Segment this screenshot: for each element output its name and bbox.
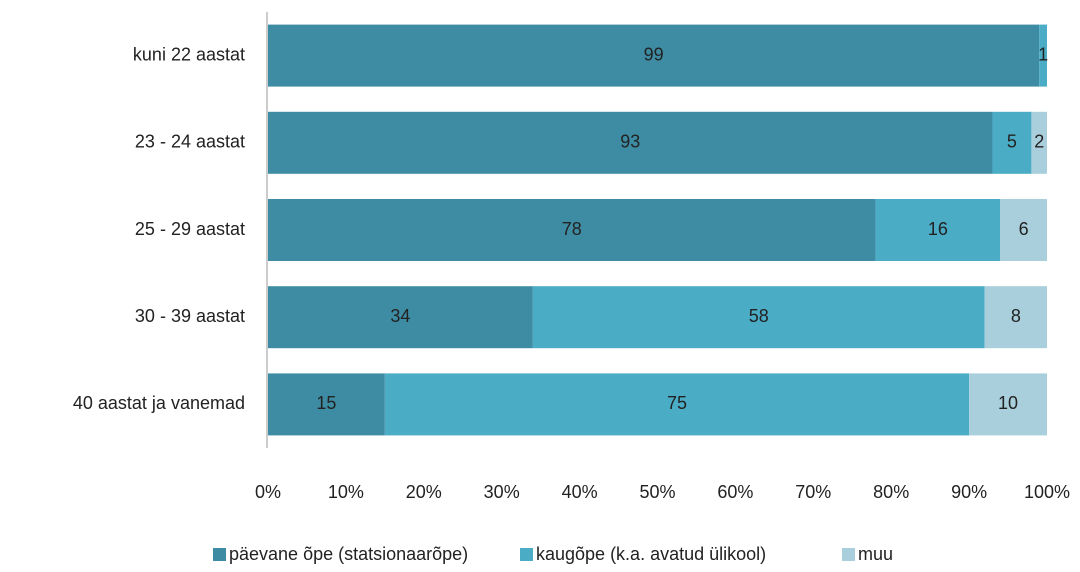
legend-swatch <box>520 548 533 561</box>
y-tick-label: 25 - 29 aastat <box>135 219 245 239</box>
data-label: 5 <box>1007 132 1017 152</box>
x-tick-label: 40% <box>562 482 598 502</box>
bar-segment <box>268 24 1040 87</box>
bar-segment <box>984 286 1047 349</box>
y-tick-label: kuni 22 aastat <box>133 44 245 64</box>
data-label: 15 <box>316 393 336 413</box>
data-label: 99 <box>644 44 664 64</box>
x-tick-label: 50% <box>639 482 675 502</box>
x-tick-label: 90% <box>951 482 987 502</box>
data-label: 2 <box>1034 132 1044 152</box>
x-tick-label: 80% <box>873 482 909 502</box>
data-label: 34 <box>390 306 410 326</box>
y-tick-label: 40 aastat ja vanemad <box>73 393 245 413</box>
bar-segment <box>875 199 1001 261</box>
data-label: 6 <box>1019 219 1029 239</box>
legend-swatch <box>213 548 226 561</box>
x-tick-label: 30% <box>484 482 520 502</box>
bar-segment <box>268 373 385 436</box>
bar-segment <box>1031 111 1047 174</box>
bar-segment <box>532 286 985 349</box>
bar-segment <box>268 199 876 261</box>
x-tick-label: 100% <box>1024 482 1070 502</box>
bar-segment <box>969 373 1047 436</box>
data-label: 78 <box>562 219 582 239</box>
data-label: 58 <box>749 306 769 326</box>
data-label: 16 <box>928 219 948 239</box>
data-label: 75 <box>667 393 687 413</box>
legend-swatch <box>842 548 855 561</box>
bar-segment <box>992 111 1032 174</box>
bar-segment <box>268 286 533 349</box>
x-tick-label: 70% <box>795 482 831 502</box>
legend-label: päevane õpe (statsionaarõpe) <box>229 544 468 564</box>
x-tick-label: 20% <box>406 482 442 502</box>
data-label: 10 <box>998 393 1018 413</box>
x-tick-label: 0% <box>255 482 281 502</box>
bar-segment <box>1000 199 1047 261</box>
x-tick-label: 10% <box>328 482 364 502</box>
legend-label: kaugõpe (k.a. avatud ülikool) <box>536 544 766 564</box>
y-tick-label: 23 - 24 aastat <box>135 132 245 152</box>
x-tick-label: 60% <box>717 482 753 502</box>
bar-segment <box>1039 24 1047 87</box>
bar-segment <box>268 111 993 174</box>
bar-segment <box>384 373 970 436</box>
data-label: 8 <box>1011 306 1021 326</box>
y-tick-label: 30 - 39 aastat <box>135 306 245 326</box>
data-label: 1 <box>1038 44 1048 64</box>
data-label: 93 <box>620 132 640 152</box>
legend-label: muu <box>858 544 893 564</box>
